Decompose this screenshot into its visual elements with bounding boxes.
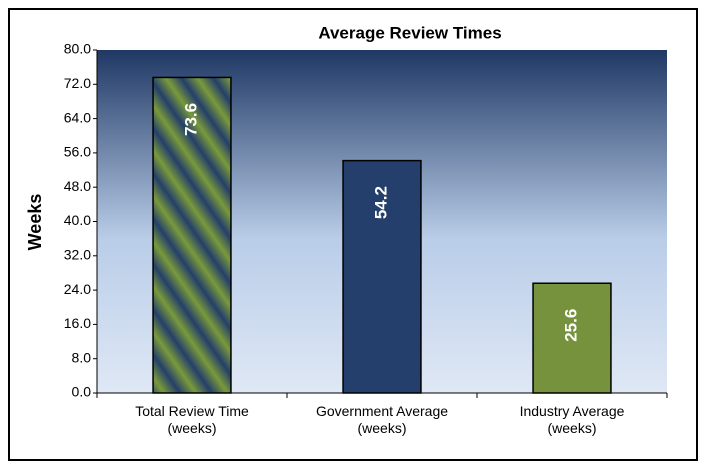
y-tick-label: 8.0 [72,349,92,365]
bar [342,159,422,394]
x-tick-label: Government Average (weeks) [315,403,449,436]
y-tick-label: 0.0 [72,384,92,400]
y-tick-label: 48.0 [64,178,91,194]
y-tick-label: 40.0 [64,212,91,228]
x-tick-label: Total Review Time (weeks) [135,403,249,436]
y-tick-label: 64.0 [64,109,91,125]
y-tick-label: 16.0 [64,315,91,331]
y-tick-label: 56.0 [64,144,91,160]
y-tick-label: 72.0 [64,75,91,91]
x-tick-label: Industry Average (weeks) [519,403,625,436]
chart-title: Average Review Times [318,23,501,42]
data-label: 25.6 [561,309,580,342]
bar [152,76,232,394]
y-axis-label: Weeks [25,194,45,251]
y-tick-label: 80.0 [64,41,91,57]
y-tick-label: 32.0 [64,247,91,263]
data-label: 54.2 [371,186,390,219]
y-tick-label: 24.0 [64,281,91,297]
bar [532,282,612,394]
data-label: 73.6 [181,103,200,136]
